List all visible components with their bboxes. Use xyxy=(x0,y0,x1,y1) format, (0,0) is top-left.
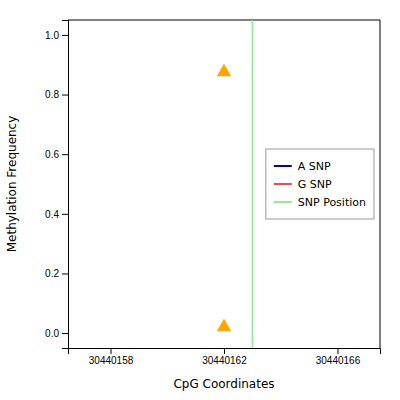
tick-label: 30440158 xyxy=(89,355,134,366)
y-axis: 0.0 0.2 0.4 0.6 0.8 1.0 xyxy=(45,21,68,349)
point xyxy=(217,64,231,76)
tick-label: 0.0 xyxy=(45,328,59,339)
tick-label: 30440162 xyxy=(202,355,247,366)
tick: 0.8 xyxy=(45,89,68,100)
tick: 30440158 xyxy=(89,348,134,366)
tick: 0.6 xyxy=(45,149,68,160)
legend-item: SNP Position xyxy=(274,196,366,209)
tick: 30440166 xyxy=(316,348,361,366)
frame xyxy=(380,20,381,348)
tick-mark xyxy=(224,348,225,354)
tick-mark xyxy=(111,348,112,354)
tick-label: 0.8 xyxy=(45,89,59,100)
tick-mark xyxy=(62,273,68,274)
legend-box xyxy=(266,149,374,219)
tick-label: 0.4 xyxy=(45,209,59,220)
x-axis: 30440158 30440162 30440166 xyxy=(69,348,381,366)
legend-item: A SNP xyxy=(274,160,331,173)
legend-swatch xyxy=(274,201,292,203)
axis-line xyxy=(69,349,381,355)
tick-mark xyxy=(62,154,68,155)
tick-label: 1.0 xyxy=(45,30,59,41)
chart: 30440158 30440162 30440166 0.0 0.2 0.4 0.6 0.8 1… xyxy=(0,0,400,400)
legend: A SNP G SNP SNP Position xyxy=(266,149,374,219)
legend-item: G SNP xyxy=(274,178,332,191)
tick-label: 0.6 xyxy=(45,149,59,160)
marks xyxy=(217,20,253,348)
tick-mark xyxy=(62,35,68,36)
vertical-line xyxy=(252,20,254,348)
tick: 1.0 xyxy=(45,30,68,41)
x-axis-title: CpG Coordinates xyxy=(173,377,274,391)
y-axis-title: Methylation Frequency xyxy=(5,116,19,253)
frame xyxy=(68,20,380,21)
legend-swatch xyxy=(274,165,292,167)
legend-label: A SNP xyxy=(298,160,331,173)
tick-mark xyxy=(337,348,338,354)
tick-label: 30440166 xyxy=(316,355,361,366)
point xyxy=(217,319,231,331)
tick-label: 0.2 xyxy=(45,268,59,279)
legend-label: G SNP xyxy=(298,178,332,191)
tick-mark xyxy=(62,95,68,96)
tick: 0.2 xyxy=(45,268,68,279)
legend-swatch xyxy=(274,183,292,185)
tick: 0.0 xyxy=(45,328,68,339)
plot: 30440158 30440162 30440166 0.0 0.2 0.4 0.6 0.8 1… xyxy=(45,20,380,366)
legend-label: SNP Position xyxy=(298,196,366,209)
axis-line xyxy=(62,21,69,349)
tick-mark xyxy=(62,333,68,334)
tick: 0.4 xyxy=(45,209,68,220)
tick: 30440162 xyxy=(202,348,247,366)
tick-mark xyxy=(62,214,68,215)
